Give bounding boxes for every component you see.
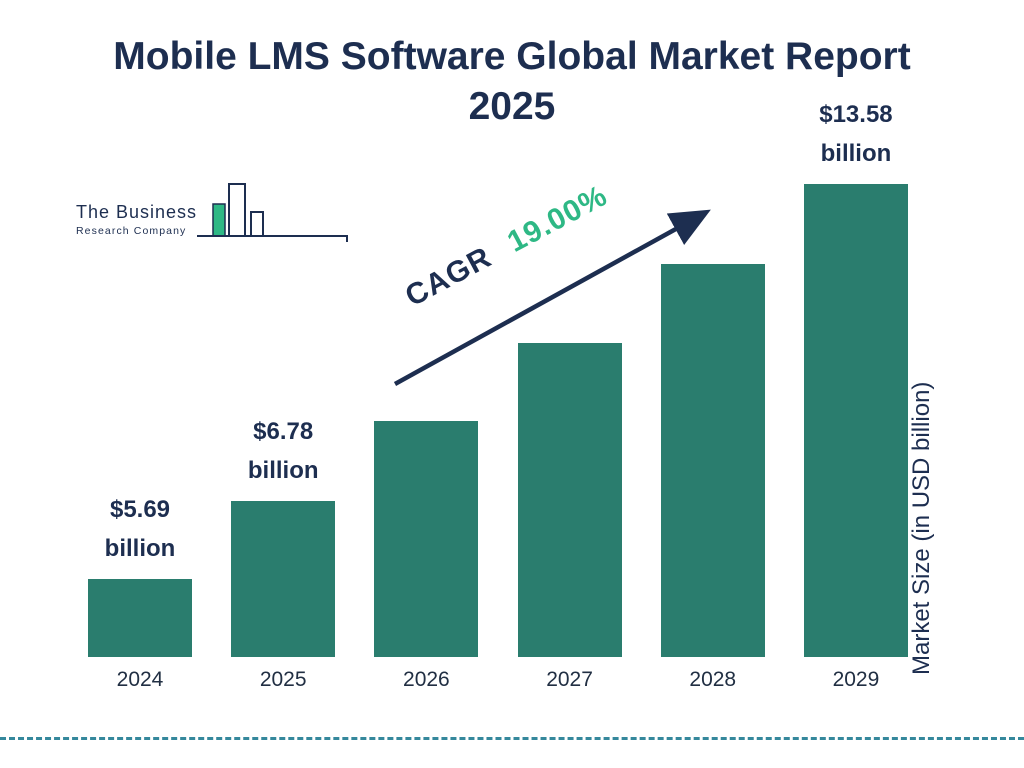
category-label-2029: 2029: [832, 668, 880, 691]
value-label-2025: $6.78 billion: [247, 417, 319, 485]
bar-2029: [803, 184, 908, 657]
bar-group-2029: $13.58 billion 2029: [803, 95, 908, 692]
bottom-dashed-divider: [0, 737, 1024, 740]
y-axis-label: Market Size (in USD billion): [908, 381, 935, 675]
category-label-2028: 2028: [689, 668, 737, 691]
bar-group-2027: 2027: [517, 343, 622, 692]
bar-group-2024: $5.69 billion 2024: [88, 490, 192, 692]
category-label-2025: 2025: [259, 668, 307, 691]
page-title: Mobile LMS Software Global Market Report…: [113, 35, 911, 128]
bar-group-2026: 2026: [374, 421, 479, 692]
company-logo-text: The Business Research Company: [76, 202, 197, 237]
bar-2025: [231, 501, 336, 657]
bar-2024: [88, 579, 192, 657]
company-logo-line1: The Business: [76, 202, 198, 222]
company-logo: The Business Research Company: [72, 178, 348, 248]
company-logo-line2: Research Company: [76, 225, 187, 237]
value-label-2029: $13.58 billion: [819, 100, 893, 168]
category-label-2024: 2024: [116, 668, 164, 691]
value-label-2024: $5.69 billion: [104, 495, 176, 563]
category-label-2026: 2026: [403, 668, 450, 691]
bar-chart-logo-icon: [197, 178, 357, 251]
bar-group-2025: $6.78 billion 2025: [231, 412, 336, 692]
bar-2026: [374, 421, 479, 657]
bars: $5.69 billion 2024 $6.78 billion 2025 2026 2027…: [88, 95, 908, 692]
cagr-trend-arrow-icon: [385, 192, 725, 407]
bar-group-2028: 2028: [660, 264, 765, 692]
category-label-2027: 2027: [546, 668, 593, 691]
bar-2028: [660, 264, 765, 657]
bar-2027: [517, 343, 622, 657]
